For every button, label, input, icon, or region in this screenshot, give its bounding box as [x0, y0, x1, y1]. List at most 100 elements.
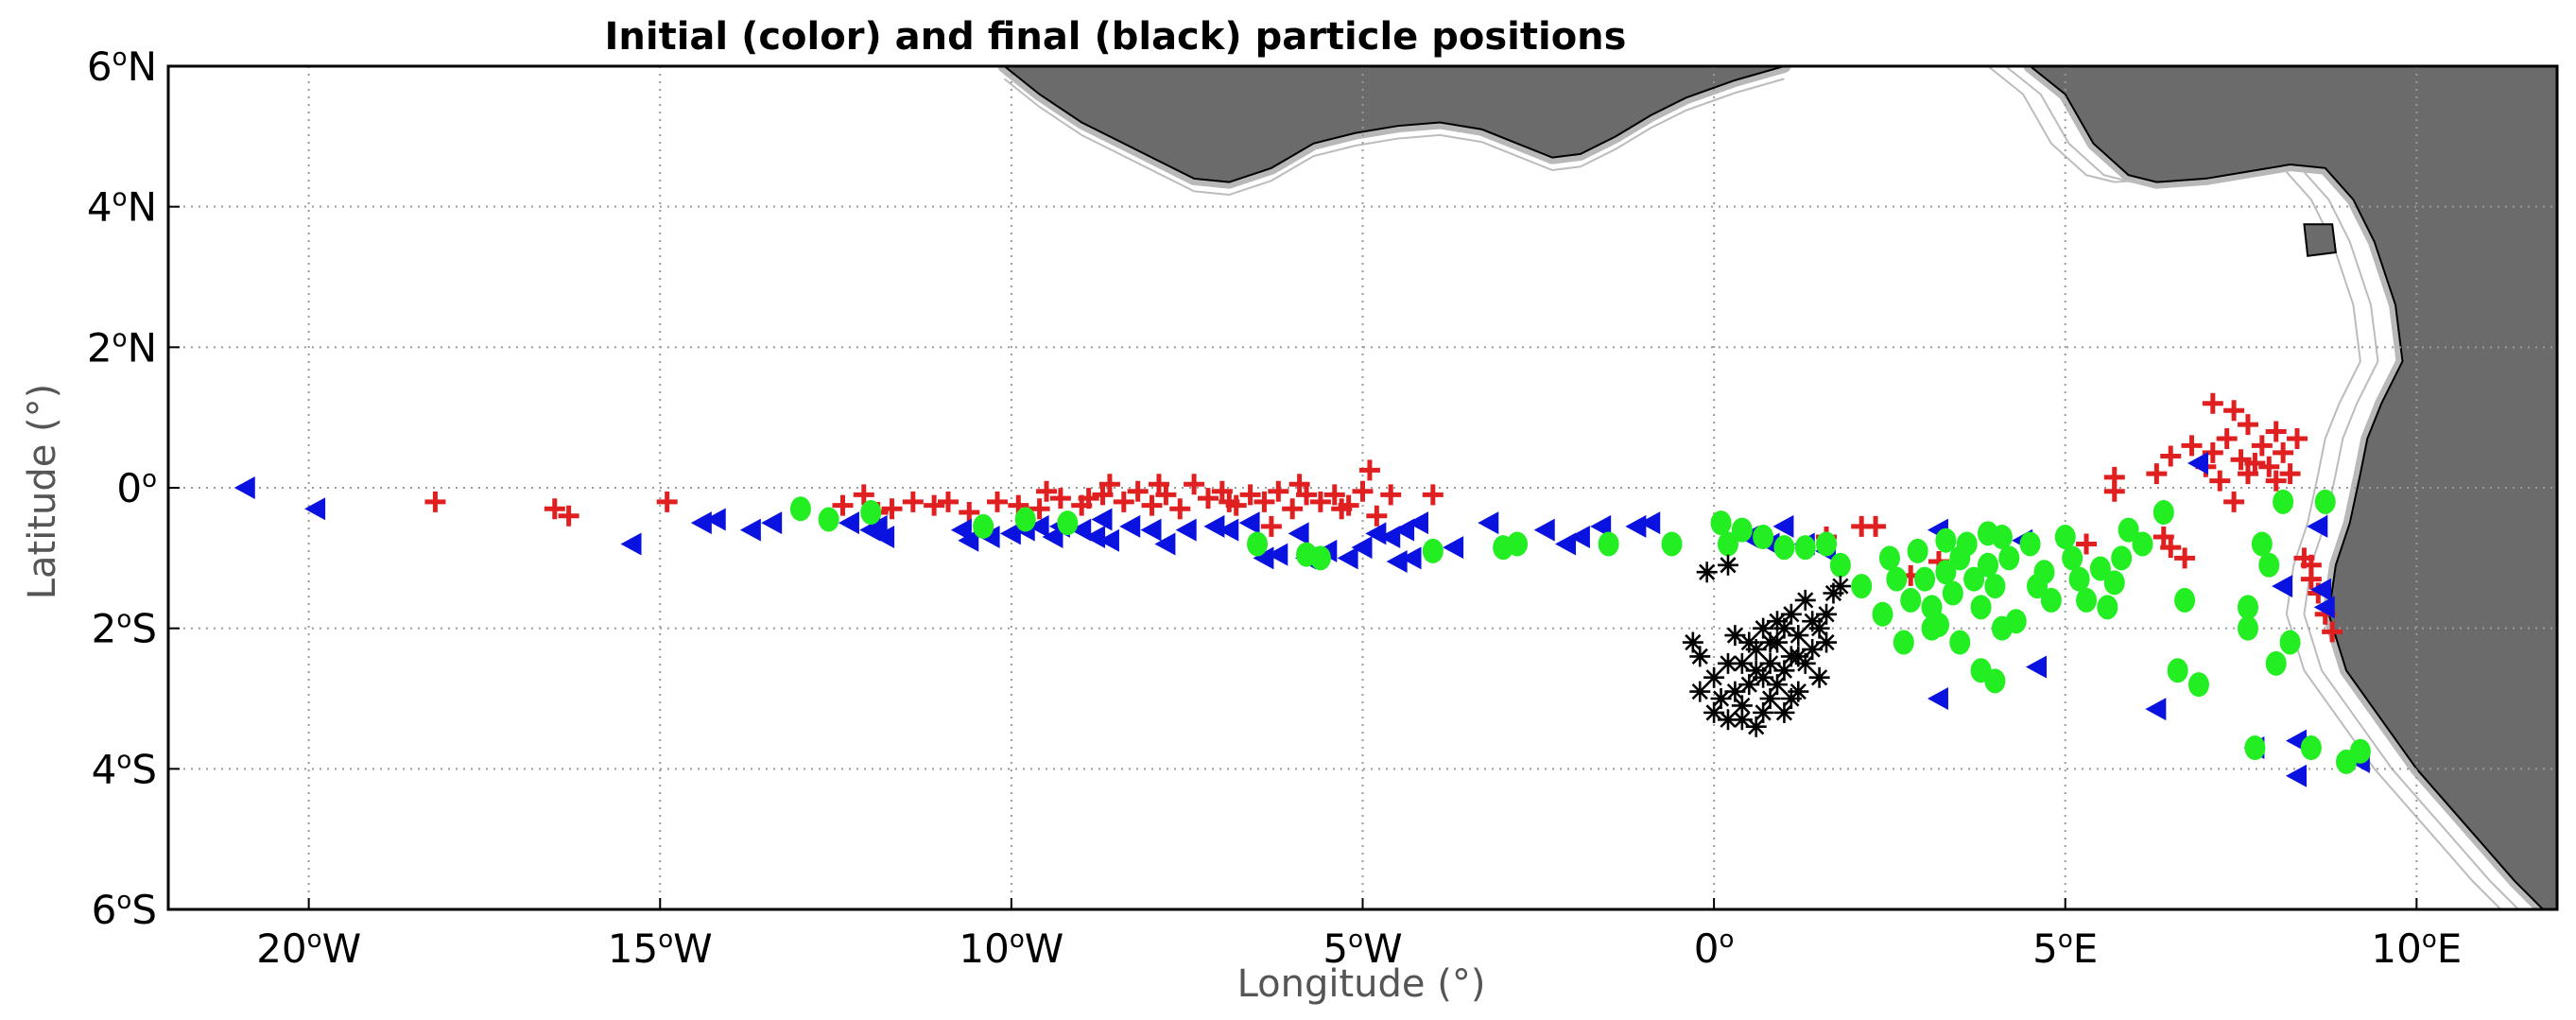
black-star-marker: [1802, 611, 1824, 632]
blue-triangle-marker: [1140, 518, 1162, 542]
green-circle-marker: [1507, 531, 1529, 557]
green-circle-marker: [1914, 566, 1936, 592]
blue-triangle-marker: [950, 518, 972, 542]
y-tick-label-3: 0o: [116, 465, 157, 511]
black-star-marker: [1696, 562, 1718, 583]
green-circle-marker: [1886, 566, 1908, 592]
green-circle-marker: [1731, 517, 1753, 543]
green-circle-marker: [2279, 630, 2301, 655]
red-plus-marker: [1141, 494, 1163, 516]
y-tick-label-1: 4oN: [87, 184, 157, 231]
red-plus-marker: [1078, 488, 1099, 510]
green-circle-marker: [1794, 535, 1816, 561]
x-tick-label-4: 0o: [1694, 925, 1735, 972]
red-plus-marker: [1029, 498, 1050, 520]
green-circle-marker: [2097, 595, 2118, 620]
black-star-marker: [1816, 603, 1838, 625]
north-bathymetry-contour: [1003, 78, 1785, 197]
red-plus-marker: [1197, 488, 1219, 510]
red-plus-marker: [1323, 484, 1345, 506]
green-circle-marker: [2258, 552, 2280, 578]
green-circle-marker: [2068, 566, 2090, 592]
black-star-marker: [1703, 701, 1725, 723]
red-plus-marker: [2103, 466, 2125, 488]
red-plus-marker: [1219, 491, 1240, 512]
black-star-marker: [1724, 681, 1746, 702]
red-plus-marker: [2273, 441, 2294, 463]
green-circle-marker: [1014, 507, 1036, 532]
red-plus-marker: [1352, 480, 1374, 502]
red-plus-marker: [1296, 484, 1318, 506]
red-plus-marker: [1865, 515, 1887, 537]
black-star-marker: [1773, 617, 1795, 639]
blue-triangle-marker: [1288, 522, 1309, 545]
black-star-marker: [1780, 688, 1802, 709]
blue-triangle-marker: [1098, 528, 1119, 552]
black-star-marker: [1816, 631, 1838, 653]
blue-triangle-marker: [1393, 518, 1415, 542]
red-plus-marker: [1358, 459, 1380, 481]
red-plus-marker: [853, 484, 874, 506]
black-star-marker: [1802, 638, 1824, 660]
blue-triangle-marker: [1400, 546, 1422, 570]
red-plus-marker: [1260, 515, 1282, 537]
black-star-marker: [1710, 688, 1732, 709]
blue-triangle-marker: [739, 518, 761, 542]
green-circle-marker: [1872, 601, 1893, 627]
green-circle-marker: [1984, 668, 2006, 694]
blue-triangle-marker: [1070, 518, 1092, 542]
black-star-marker: [1780, 603, 1802, 625]
blue-triangle-marker: [1443, 536, 1464, 560]
red-plus-marker: [2202, 392, 2223, 414]
plot-area: [168, 66, 2557, 909]
green-circle-marker: [2237, 595, 2258, 620]
green-circle-marker: [1998, 545, 2020, 571]
green-circle-marker: [1878, 545, 1900, 571]
black-star-marker: [1689, 681, 1711, 702]
x-tick-label-2: 10oW: [959, 925, 1063, 972]
black-star-marker: [1788, 625, 1809, 647]
blue-triangle-marker: [1337, 546, 1358, 570]
green-circle-marker: [1907, 538, 1928, 563]
x-tick-label-0: 20oW: [256, 925, 361, 972]
red-plus-marker: [1380, 484, 1402, 506]
green-circle-marker: [2040, 587, 2062, 613]
blue-triangle-marker: [1533, 518, 1555, 542]
black-star-marker: [1767, 674, 1789, 696]
x-tick-label-5: 5oE: [2032, 925, 2098, 972]
green-circle-marker: [2167, 658, 2188, 683]
x-tick-label-6: 10oE: [2371, 925, 2462, 972]
red-plus-marker: [2237, 463, 2258, 485]
green-circle-marker: [2054, 525, 2076, 550]
green-circle-marker: [1970, 595, 1992, 620]
blue-triangle-marker: [1568, 526, 1590, 549]
blue-triangle-marker: [1154, 532, 1176, 556]
blue-triangle-marker: [233, 476, 255, 499]
red-plus-marker: [1098, 474, 1120, 495]
green-circle-marker: [1935, 560, 1957, 585]
green-circle-marker: [2062, 545, 2083, 571]
series-final-black-star: [1682, 554, 1851, 737]
blue-triangle-marker: [1639, 511, 1661, 535]
red-plus-marker: [544, 498, 565, 520]
blue-triangle-marker: [2145, 698, 2167, 721]
blue-triangle-marker: [1084, 526, 1106, 549]
red-plus-marker: [2216, 427, 2238, 449]
green-circle-marker: [1829, 552, 1851, 578]
blue-triangle-marker: [1253, 546, 1274, 570]
blue-triangle-marker: [1091, 508, 1113, 531]
blue-triangle-marker: [859, 518, 881, 542]
red-plus-marker: [2230, 449, 2252, 471]
green-circle-marker: [2103, 570, 2125, 596]
y-tick-label-0: 6oN: [87, 43, 157, 90]
green-circle-marker: [2187, 672, 2209, 698]
green-circle-marker: [1247, 531, 1269, 557]
black-star-marker: [1745, 716, 1767, 737]
black-star-marker: [1753, 701, 1774, 723]
series-initial-green-circle: [789, 489, 2371, 774]
black-star-marker: [1717, 554, 1738, 576]
black-star-marker: [1759, 688, 1781, 709]
red-plus-marker: [2258, 456, 2280, 477]
green-circle-marker: [1598, 531, 1619, 557]
red-plus-marker: [2244, 452, 2266, 474]
